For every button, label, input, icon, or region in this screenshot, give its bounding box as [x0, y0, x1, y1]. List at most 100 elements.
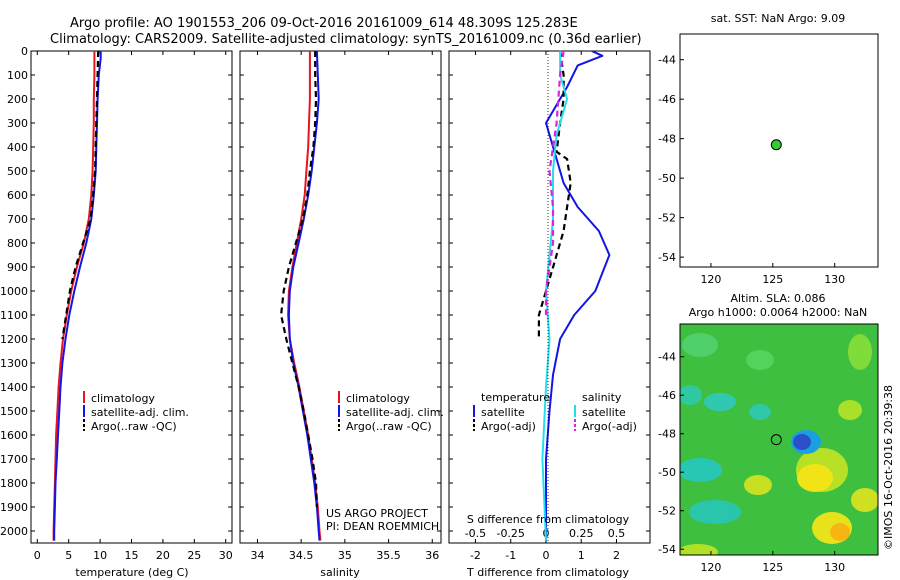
legend-label-climatology: climatology [346, 392, 410, 405]
x-top-tick-label: 0.5 [608, 527, 626, 540]
legend-label-s-satellite: satellite [582, 406, 626, 419]
temperature-xlabel: temperature (deg C) [75, 566, 188, 579]
map-y-tick-label: -52 [658, 212, 676, 225]
temperature-legend: climatology satellite-adj. clim. Argo(..… [83, 391, 189, 433]
depth-tick-label: 100 [7, 69, 28, 82]
legend-label-s-argo: Argo(-adj) [582, 420, 637, 433]
x-tick-label: 1 [578, 549, 585, 562]
x-top-tick-label: -0.25 [496, 527, 524, 540]
timestamp-label: ©IMOS 16-Oct-2016 20:39:38 [882, 385, 895, 550]
depth-tick-label: 300 [7, 117, 28, 130]
legend-heading-salinity: salinity [582, 391, 622, 404]
depth-tick-label: 1100 [0, 309, 28, 322]
depth-tick-label: 200 [7, 93, 28, 106]
x-tick-label: 0 [542, 549, 549, 562]
map-x-tick-label: 130 [824, 561, 845, 574]
map-y-tick-label: -46 [658, 389, 676, 402]
depth-tick-label: 1300 [0, 357, 28, 370]
difference-axis-ticks: -2 -1 0 1 2-0.5 -0.25 0 0.25 0.5 [465, 51, 626, 562]
sst-map-frame [679, 33, 879, 268]
pi-label: PI: DEAN ROEMMICH [326, 520, 439, 533]
legend-heading-temperature: temperature [481, 391, 550, 404]
x-tick-label: 20 [156, 549, 170, 562]
map-x-tick-label: 130 [824, 273, 845, 286]
depth-tick-label: 2000 [0, 525, 28, 538]
salinity-xlabel: salinity [320, 566, 360, 579]
depth-tick-label: 1200 [0, 333, 28, 346]
depth-tick-label: 900 [7, 261, 28, 274]
temperature-panel-frame [30, 50, 233, 544]
temperature-profile-lines [52, 51, 102, 541]
series-line-argo-raw-qc- [61, 51, 100, 340]
sla-heatmap [680, 324, 878, 555]
x-tick-label: 30 [219, 549, 233, 562]
depth-tick-label: 1000 [0, 285, 28, 298]
sla-map-title: Altim. SLA: 0.086 [730, 292, 825, 305]
header-line-1: Argo profile: AO 1901553_206 09-Oct-2016… [70, 16, 578, 31]
map-x-tick-label: 120 [700, 561, 721, 574]
x-tick-label: 35.5 [376, 549, 401, 562]
sla-map-points [770, 434, 782, 446]
map-y-tick-label: -44 [658, 351, 676, 364]
salinity-panel-frame [239, 50, 442, 544]
depth-tick-label: 1700 [0, 453, 28, 466]
map-x-tick-label: 120 [700, 273, 721, 286]
map-y-tick-label: -50 [658, 466, 676, 479]
depth-tick-label: 600 [7, 189, 28, 202]
sla-map-subtitle: Argo h1000: 0.0064 h2000: NaN [689, 306, 868, 319]
x-tick-label: -2 [470, 549, 481, 562]
series-line-satellite-adj-clim- [287, 51, 321, 541]
project-label: US ARGO PROJECT [326, 507, 428, 520]
x-tick-label: 34 [250, 549, 264, 562]
series-line-temperature-satellite [545, 51, 611, 541]
x-tick-label: 5 [65, 549, 72, 562]
depth-tick-label: 400 [7, 141, 28, 154]
salinity-axis-ticks: 34 34.5 35 35.5 36 [250, 51, 439, 562]
header-line-2: Climatology: CARS2009. Satellite-adjuste… [50, 32, 642, 47]
map-y-tick-label: -48 [658, 428, 676, 441]
x-tick-label: 15 [125, 549, 139, 562]
legend-label-argo: Argo(..raw -QC) [91, 420, 177, 433]
x-tick-label: 25 [187, 549, 201, 562]
series-line-argo-raw-qc- [280, 51, 318, 508]
map-y-tick-label: -48 [658, 133, 676, 146]
x-top-tick-label: -0.5 [465, 527, 486, 540]
x-tick-label: 0 [34, 549, 41, 562]
temperature-axis-ticks: 0 5 10 15 20 25 30 [34, 51, 233, 562]
difference-xlabel: T difference from climatology [466, 566, 629, 579]
series-line-salinity-satellite [541, 51, 569, 541]
map-y-tick-label: -54 [658, 543, 676, 556]
legend-label-argo: Argo(..raw -QC) [346, 420, 432, 433]
map-y-tick-label: -46 [658, 93, 676, 106]
sst-map-title: sat. SST: NaN Argo: 9.09 [711, 12, 845, 25]
depth-tick-label: 800 [7, 237, 28, 250]
difference-xlabel-top: S difference from climatology [467, 513, 630, 526]
map-x-tick-label: 125 [762, 273, 783, 286]
map-x-tick-label: 125 [762, 561, 783, 574]
legend-label-satellite: satellite-adj. clim. [91, 406, 189, 419]
series-line-salinity-argo-adj- [544, 51, 565, 315]
x-tick-label: 36 [425, 549, 439, 562]
depth-tick-label: 0 [21, 45, 28, 58]
legend-label-t-argo: Argo(-adj) [481, 420, 536, 433]
salinity-profile-lines [280, 51, 322, 541]
depth-tick-label: 1500 [0, 405, 28, 418]
x-top-tick-label: 0.25 [569, 527, 594, 540]
legend-label-climatology: climatology [91, 392, 155, 405]
x-tick-label: 35 [338, 549, 352, 562]
difference-legend: temperature salinity satellite Argo(-adj… [473, 391, 637, 433]
sla-map-ticks: 120 125 130 -44 -46 -48 -50 -52 -54 [658, 351, 845, 574]
legend-label-t-satellite: satellite [481, 406, 525, 419]
depth-tick-label: 1900 [0, 501, 28, 514]
sla-map-frame [679, 323, 879, 556]
argo-location-marker [770, 139, 782, 151]
x-tick-label: 2 [613, 549, 620, 562]
sst-map-ticks: 120 125 130 -44 -46 -48 -50 -52 -54 [658, 54, 845, 286]
map-y-tick-label: -50 [658, 172, 676, 185]
sla-blobs [680, 333, 878, 555]
depth-tick-label: 500 [7, 165, 28, 178]
x-tick-label: -1 [505, 549, 516, 562]
salinity-legend: climatology satellite-adj. clim. Argo(..… [338, 391, 444, 433]
depth-tick-label: 1800 [0, 477, 28, 490]
